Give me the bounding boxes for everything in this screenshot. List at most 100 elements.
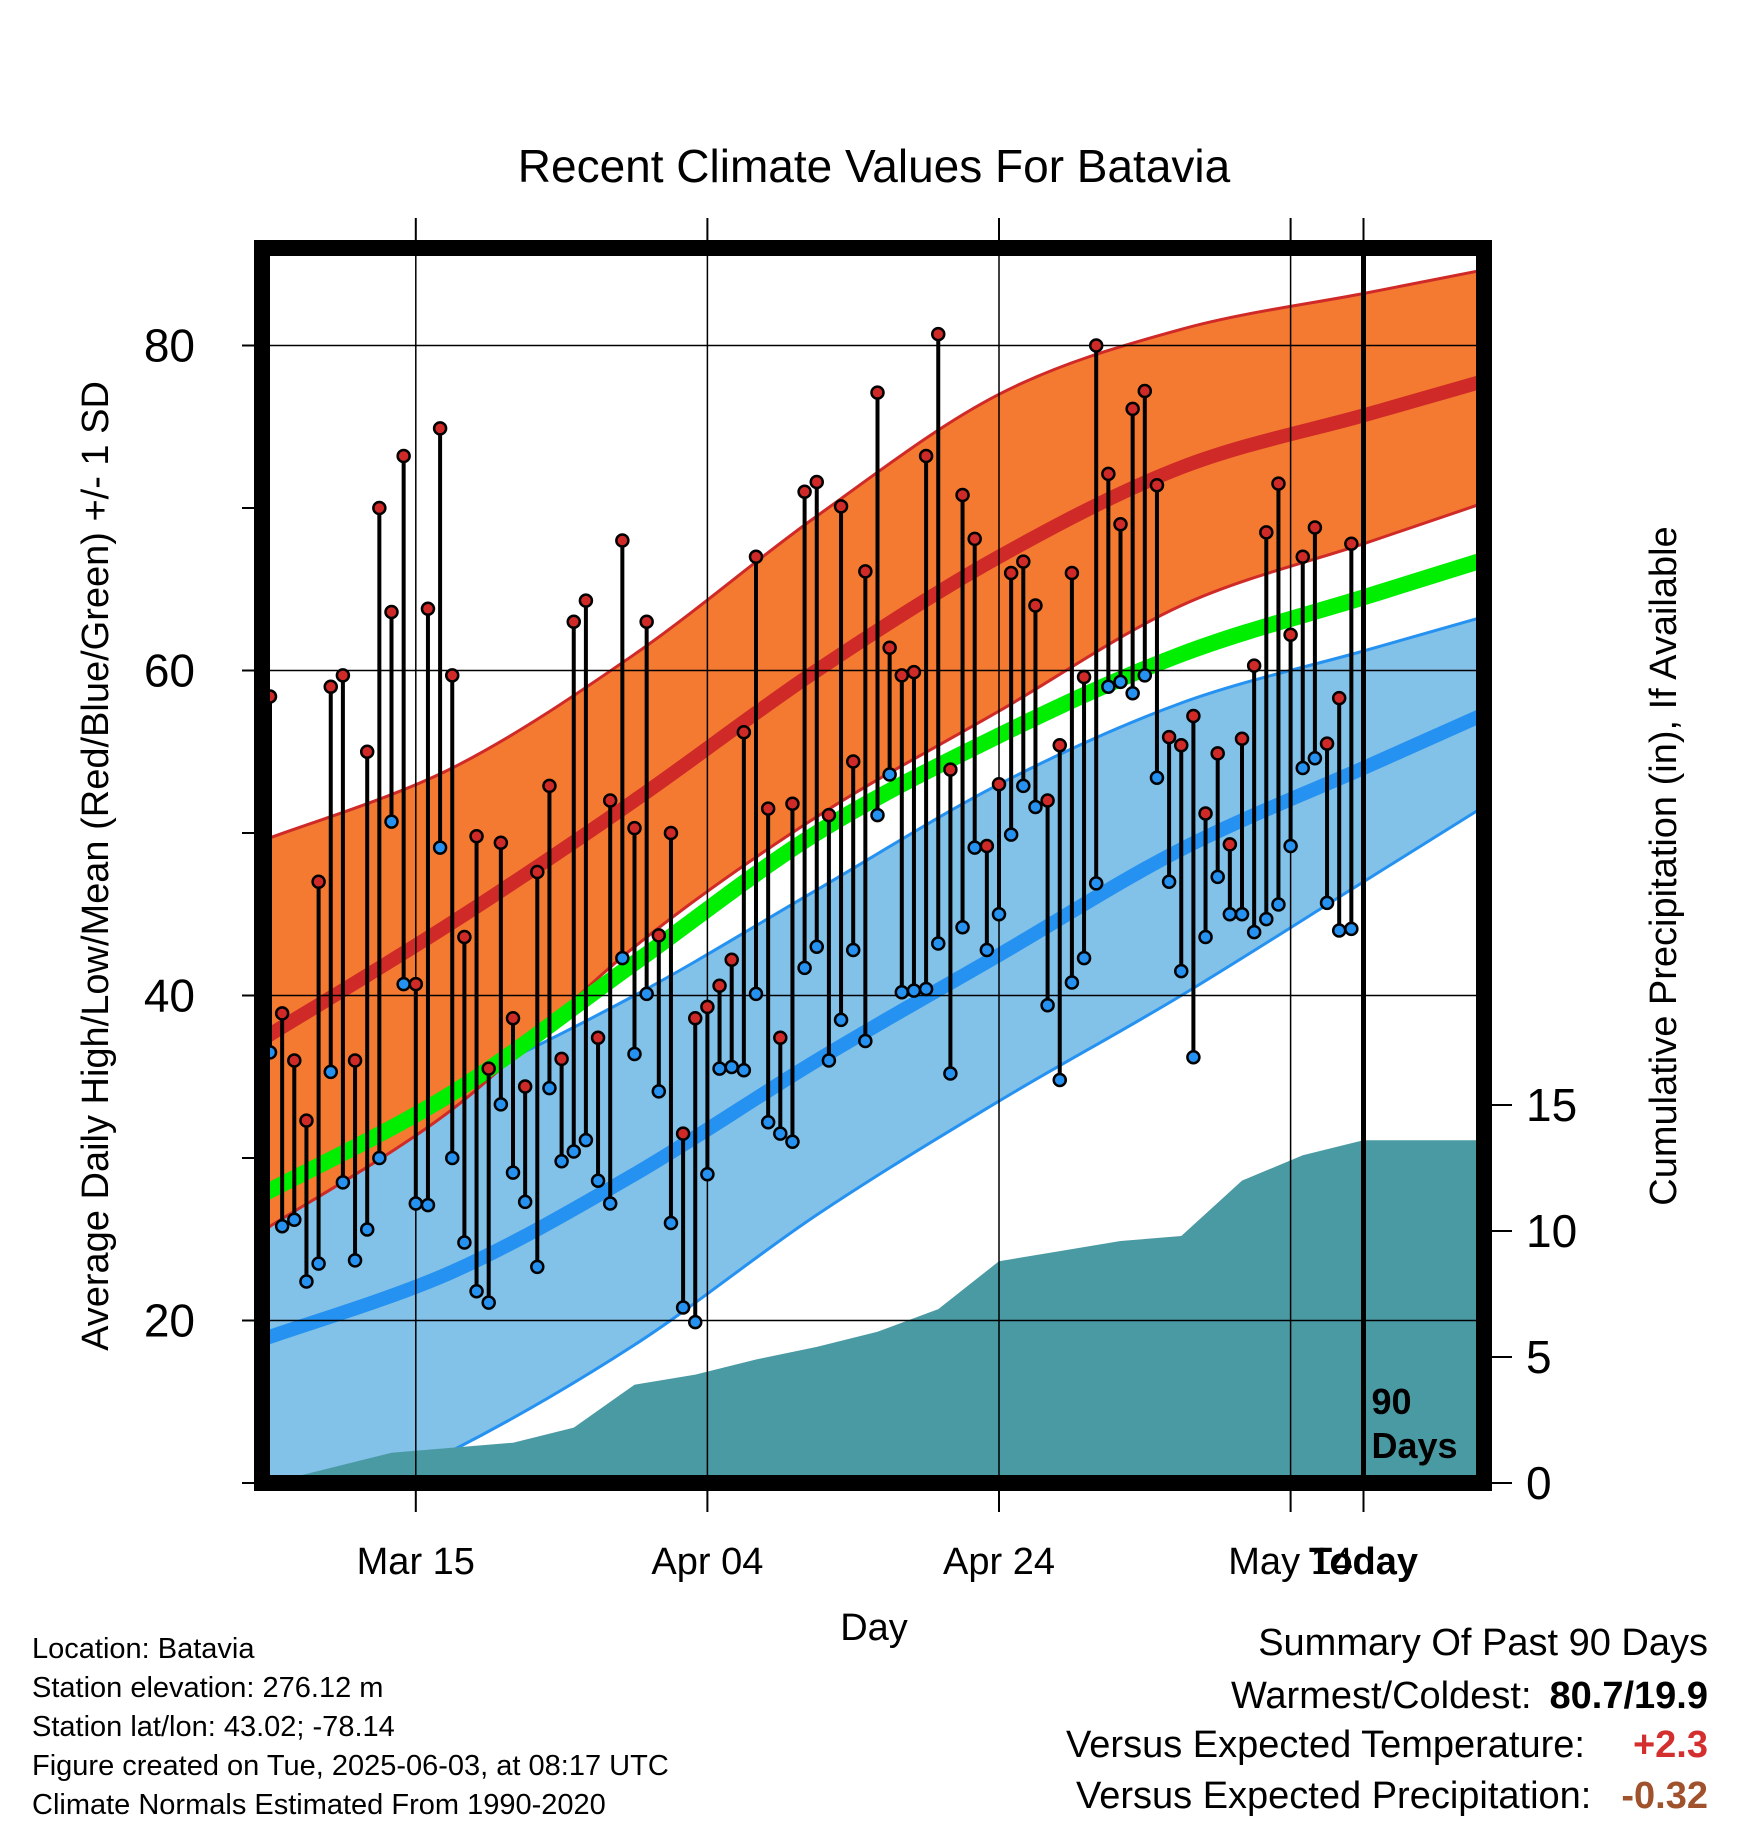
daily-low-point xyxy=(858,1033,873,1049)
daily-low-point xyxy=(1271,897,1286,912)
daily-high-point xyxy=(384,604,399,620)
low-normal-line xyxy=(262,706,1484,1348)
daily-high-point xyxy=(311,874,326,889)
daily-high-point xyxy=(700,999,715,1015)
daily-low-point xyxy=(1259,911,1274,927)
daily-low-point xyxy=(1076,950,1092,966)
daily-high-point xyxy=(299,1113,314,1128)
daily-high-point xyxy=(724,952,739,967)
daily-high-point xyxy=(1307,520,1323,535)
daily-high-point xyxy=(955,487,970,503)
daily-high-point xyxy=(663,825,679,841)
y-right-tick-label: 0 xyxy=(1526,1457,1552,1509)
summary-title: Summary Of Past 90 Days xyxy=(1258,1622,1708,1664)
daily-low-point xyxy=(724,1059,739,1075)
daily-low-point xyxy=(1040,998,1055,1013)
precip-area xyxy=(262,1140,1484,1483)
daily-high-point xyxy=(1003,565,1019,581)
x-axis-label: Day xyxy=(840,1607,908,1649)
daily-high-point xyxy=(821,807,837,823)
daily-high-point xyxy=(675,1126,691,1141)
daily-low-point xyxy=(384,814,399,829)
daily-low-point xyxy=(700,1167,715,1182)
daily-low-point xyxy=(566,1144,581,1159)
created-text: Figure created on Tue, 2025-06-03, at 08… xyxy=(32,1750,669,1782)
daily-high-point xyxy=(845,754,861,769)
daily-low-point xyxy=(1246,924,1262,940)
daily-high-point xyxy=(736,725,752,740)
daily-low-point xyxy=(335,1175,351,1190)
daily-high-point xyxy=(445,668,460,683)
daily-low-point xyxy=(1222,907,1238,922)
high-normal-band xyxy=(262,269,1484,1232)
daily-high-point xyxy=(1210,746,1225,761)
daily-high-point xyxy=(967,531,982,547)
daily-low-point xyxy=(481,1295,496,1310)
daily-low-point xyxy=(432,840,448,855)
daily-high-point xyxy=(809,474,824,490)
daily-high-point xyxy=(481,1061,496,1076)
daily-low-point xyxy=(1161,874,1177,889)
daily-high-point xyxy=(359,744,375,759)
daily-low-point xyxy=(347,1253,363,1268)
daily-low-point xyxy=(602,1196,618,1211)
daily-high-point xyxy=(1174,738,1189,753)
daily-high-point xyxy=(1101,466,1116,482)
daily-high-point xyxy=(882,640,897,655)
daily-low-point xyxy=(1319,895,1335,911)
daily-low-point xyxy=(1344,921,1359,937)
daily-low-point xyxy=(1174,963,1189,979)
daily-low-point xyxy=(785,1134,800,1149)
daily-high-point xyxy=(615,533,630,548)
latlon-text: Station lat/lon: 43.02; -78.14 xyxy=(32,1711,395,1743)
daily-low-point xyxy=(918,981,934,997)
y-tick-label: 40 xyxy=(144,970,195,1022)
summary-warm-cold: Warmest/Coldest: 80.7/19.9 xyxy=(1230,1675,1708,1717)
summary-temp: Versus Expected Temperature: +2.3 xyxy=(1066,1724,1708,1766)
daily-high-point xyxy=(554,1051,569,1067)
daily-high-point xyxy=(639,614,654,629)
daily-high-point xyxy=(1016,554,1031,569)
daily-high-point xyxy=(1137,383,1153,399)
y-axis-label-right: Cumulative Precipitation (in), If Availa… xyxy=(1643,526,1685,1205)
summary-precip: Versus Expected Precipitation: -0.32 xyxy=(1075,1775,1708,1817)
daily-low-point xyxy=(396,976,411,992)
daily-high-point xyxy=(991,777,1007,792)
daily-low-point xyxy=(359,1222,375,1237)
daily-low-point xyxy=(1003,827,1019,842)
daily-high-point xyxy=(870,385,885,400)
y-axis-label: Average Daily High/Low/Mean (Red/Blue/Gr… xyxy=(75,381,117,1351)
daily-high-point xyxy=(1283,627,1298,642)
daily-high-point xyxy=(542,778,557,794)
x-tick-label: Apr 04 xyxy=(651,1541,763,1583)
daily-high-point xyxy=(1246,658,1262,673)
daily-low-point xyxy=(1125,686,1140,701)
daily-low-point xyxy=(505,1165,521,1180)
x-tick-label: Today xyxy=(1309,1541,1418,1583)
daily-low-point xyxy=(712,1061,727,1076)
daily-low-point xyxy=(906,983,922,998)
daily-low-point xyxy=(287,1212,302,1227)
daily-high-point xyxy=(408,976,424,992)
daily-low-point xyxy=(1295,760,1310,776)
daily-high-point xyxy=(1259,525,1274,540)
daily-high-point xyxy=(1234,731,1250,746)
daily-high-point xyxy=(931,326,946,342)
daily-low-point xyxy=(1088,876,1104,891)
daily-high-point xyxy=(1161,729,1177,745)
daily-low-point xyxy=(760,1115,776,1130)
today-marker-label: Days xyxy=(1372,1425,1458,1466)
daily-low-point xyxy=(493,1097,509,1112)
daily-high-point xyxy=(457,929,472,945)
daily-high-point xyxy=(918,448,934,464)
daily-low-point xyxy=(1331,923,1347,938)
daily-low-point xyxy=(748,986,764,1002)
daily-low-point xyxy=(469,1284,484,1299)
location-text: Location: Batavia xyxy=(32,1633,255,1665)
daily-low-point xyxy=(1210,869,1225,885)
daily-low-point xyxy=(833,1012,849,1028)
daily-high-point xyxy=(906,664,922,680)
daily-high-point xyxy=(760,801,776,816)
daily-high-point xyxy=(1064,565,1080,581)
daily-low-point xyxy=(590,1173,606,1188)
